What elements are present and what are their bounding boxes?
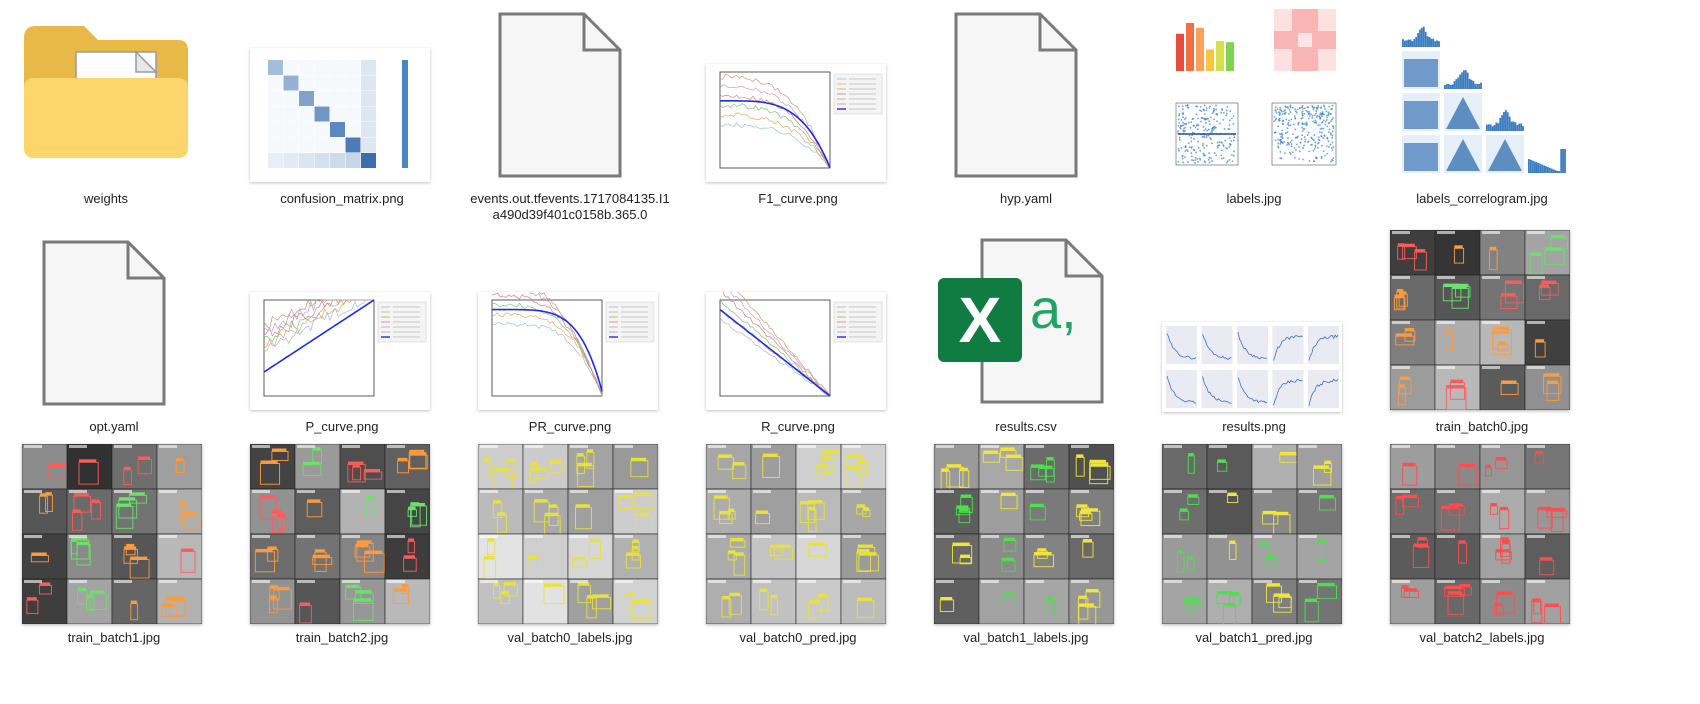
file-thumbnail [1140,238,1368,438]
image-mosaic-thumbnail [1389,229,1571,411]
file-item[interactable]: train_batch0.jpg [1368,229,1596,468]
file-item[interactable]: labels.jpg [1140,0,1368,230]
file-item[interactable]: X a, results.csv [912,238,1140,468]
file-item[interactable]: P_curve.png [228,238,456,468]
file-name-label: val_batch0_pred.jpg [739,630,857,645]
image-mosaic-thumbnail [477,443,659,625]
image-mosaic-thumbnail [1161,443,1343,626]
file-name-label: P_curve.png [305,419,379,434]
file-name-label: opt.yaml [89,419,139,434]
document-icon [498,12,622,178]
file-item[interactable]: labels_correlogram.jpg [1368,0,1596,230]
folder-icon [24,26,188,158]
file-thumbnail [456,238,684,438]
file-name-label: events.out.tfevents.1717084135.I1a490d39… [470,191,670,222]
file-name-label: results.csv [995,419,1057,434]
file-name-label: val_batch1_pred.jpg [1195,630,1313,645]
file-item[interactable]: train_batch2.jpg [228,440,456,670]
csv-comma-text: a, [1030,277,1077,340]
file-name-label: train_batch0.jpg [1435,419,1529,434]
file-item[interactable]: confusion_matrix.png [228,0,456,230]
document-icon [42,240,166,406]
file-item[interactable]: events.out.tfevents.1717084135.I1a490d39… [456,0,684,230]
file-thumbnail [228,0,456,200]
confusion-matrix-thumbnail [250,48,430,182]
file-item[interactable]: F1_curve.png [684,0,912,230]
file-thumbnail [912,440,1140,640]
file-thumbnail [228,238,456,438]
file-thumbnail [684,238,912,438]
file-thumbnail [456,0,684,200]
curve-plot-thumbnail [250,292,430,410]
file-thumbnail: X a, [912,238,1140,438]
image-mosaic-thumbnail [705,443,887,625]
file-thumbnail [0,0,228,200]
file-thumbnail [1140,0,1368,200]
file-item[interactable]: PR_curve.png [456,238,684,468]
file-thumbnail [684,440,912,640]
file-name-label: results.png [1222,419,1286,434]
file-item[interactable]: val_batch1_pred.jpg [1140,440,1368,670]
curve-plot-thumbnail [478,273,658,410]
file-thumbnail [1368,0,1596,200]
file-thumbnail [912,0,1140,200]
curve-plot-thumbnail [706,271,886,410]
curve-plot-thumbnail [706,64,886,182]
file-item[interactable]: hyp.yaml [912,0,1140,230]
image-mosaic-thumbnail [1389,443,1571,629]
file-item[interactable]: weights [0,0,228,230]
file-thumbnail [228,440,456,640]
file-thumbnail [1140,440,1368,640]
file-name-label: weights [83,191,129,206]
image-mosaic-thumbnail [933,443,1115,627]
image-mosaic-thumbnail [21,443,203,625]
file-thumbnail [0,238,228,438]
file-thumbnail [1368,440,1596,640]
image-mosaic-thumbnail [249,443,431,625]
file-name-label: val_batch1_labels.jpg [963,630,1089,645]
file-name-label: val_batch2_labels.jpg [1419,630,1545,645]
file-name-label: hyp.yaml [999,191,1053,206]
file-item[interactable]: val_batch0_labels.jpg [456,440,684,670]
file-name-label: train_batch2.jpg [295,630,389,645]
file-item[interactable]: R_curve.png [684,238,912,468]
file-item[interactable]: opt.yaml [0,238,228,468]
file-thumbnail [684,0,912,200]
file-item[interactable]: val_batch0_pred.jpg [684,440,912,670]
file-thumbnail [0,440,228,640]
file-name-label: val_batch0_labels.jpg [507,630,633,645]
results-plot-thumbnail [1162,322,1342,412]
file-thumbnail [456,440,684,640]
file-item[interactable]: val_batch2_labels.jpg [1368,440,1596,670]
file-name-label: labels.jpg [1226,191,1282,206]
file-thumbnail [1368,229,1596,438]
file-name-label: PR_curve.png [528,419,612,434]
correlogram-thumbnail [1390,3,1570,183]
file-item[interactable]: val_batch1_labels.jpg [912,440,1140,670]
labels-plot-thumbnail [1162,3,1342,183]
excel-badge-icon: X [938,278,1022,362]
file-item[interactable]: train_batch1.jpg [0,440,228,670]
file-name-label: F1_curve.png [758,191,838,206]
file-item[interactable]: results.png [1140,238,1368,468]
file-name-label: R_curve.png [761,419,835,434]
document-icon [954,12,1078,178]
file-name-label: train_batch1.jpg [67,630,161,645]
file-name-label: confusion_matrix.png [280,191,404,206]
file-name-label: labels_correlogram.jpg [1416,191,1548,206]
